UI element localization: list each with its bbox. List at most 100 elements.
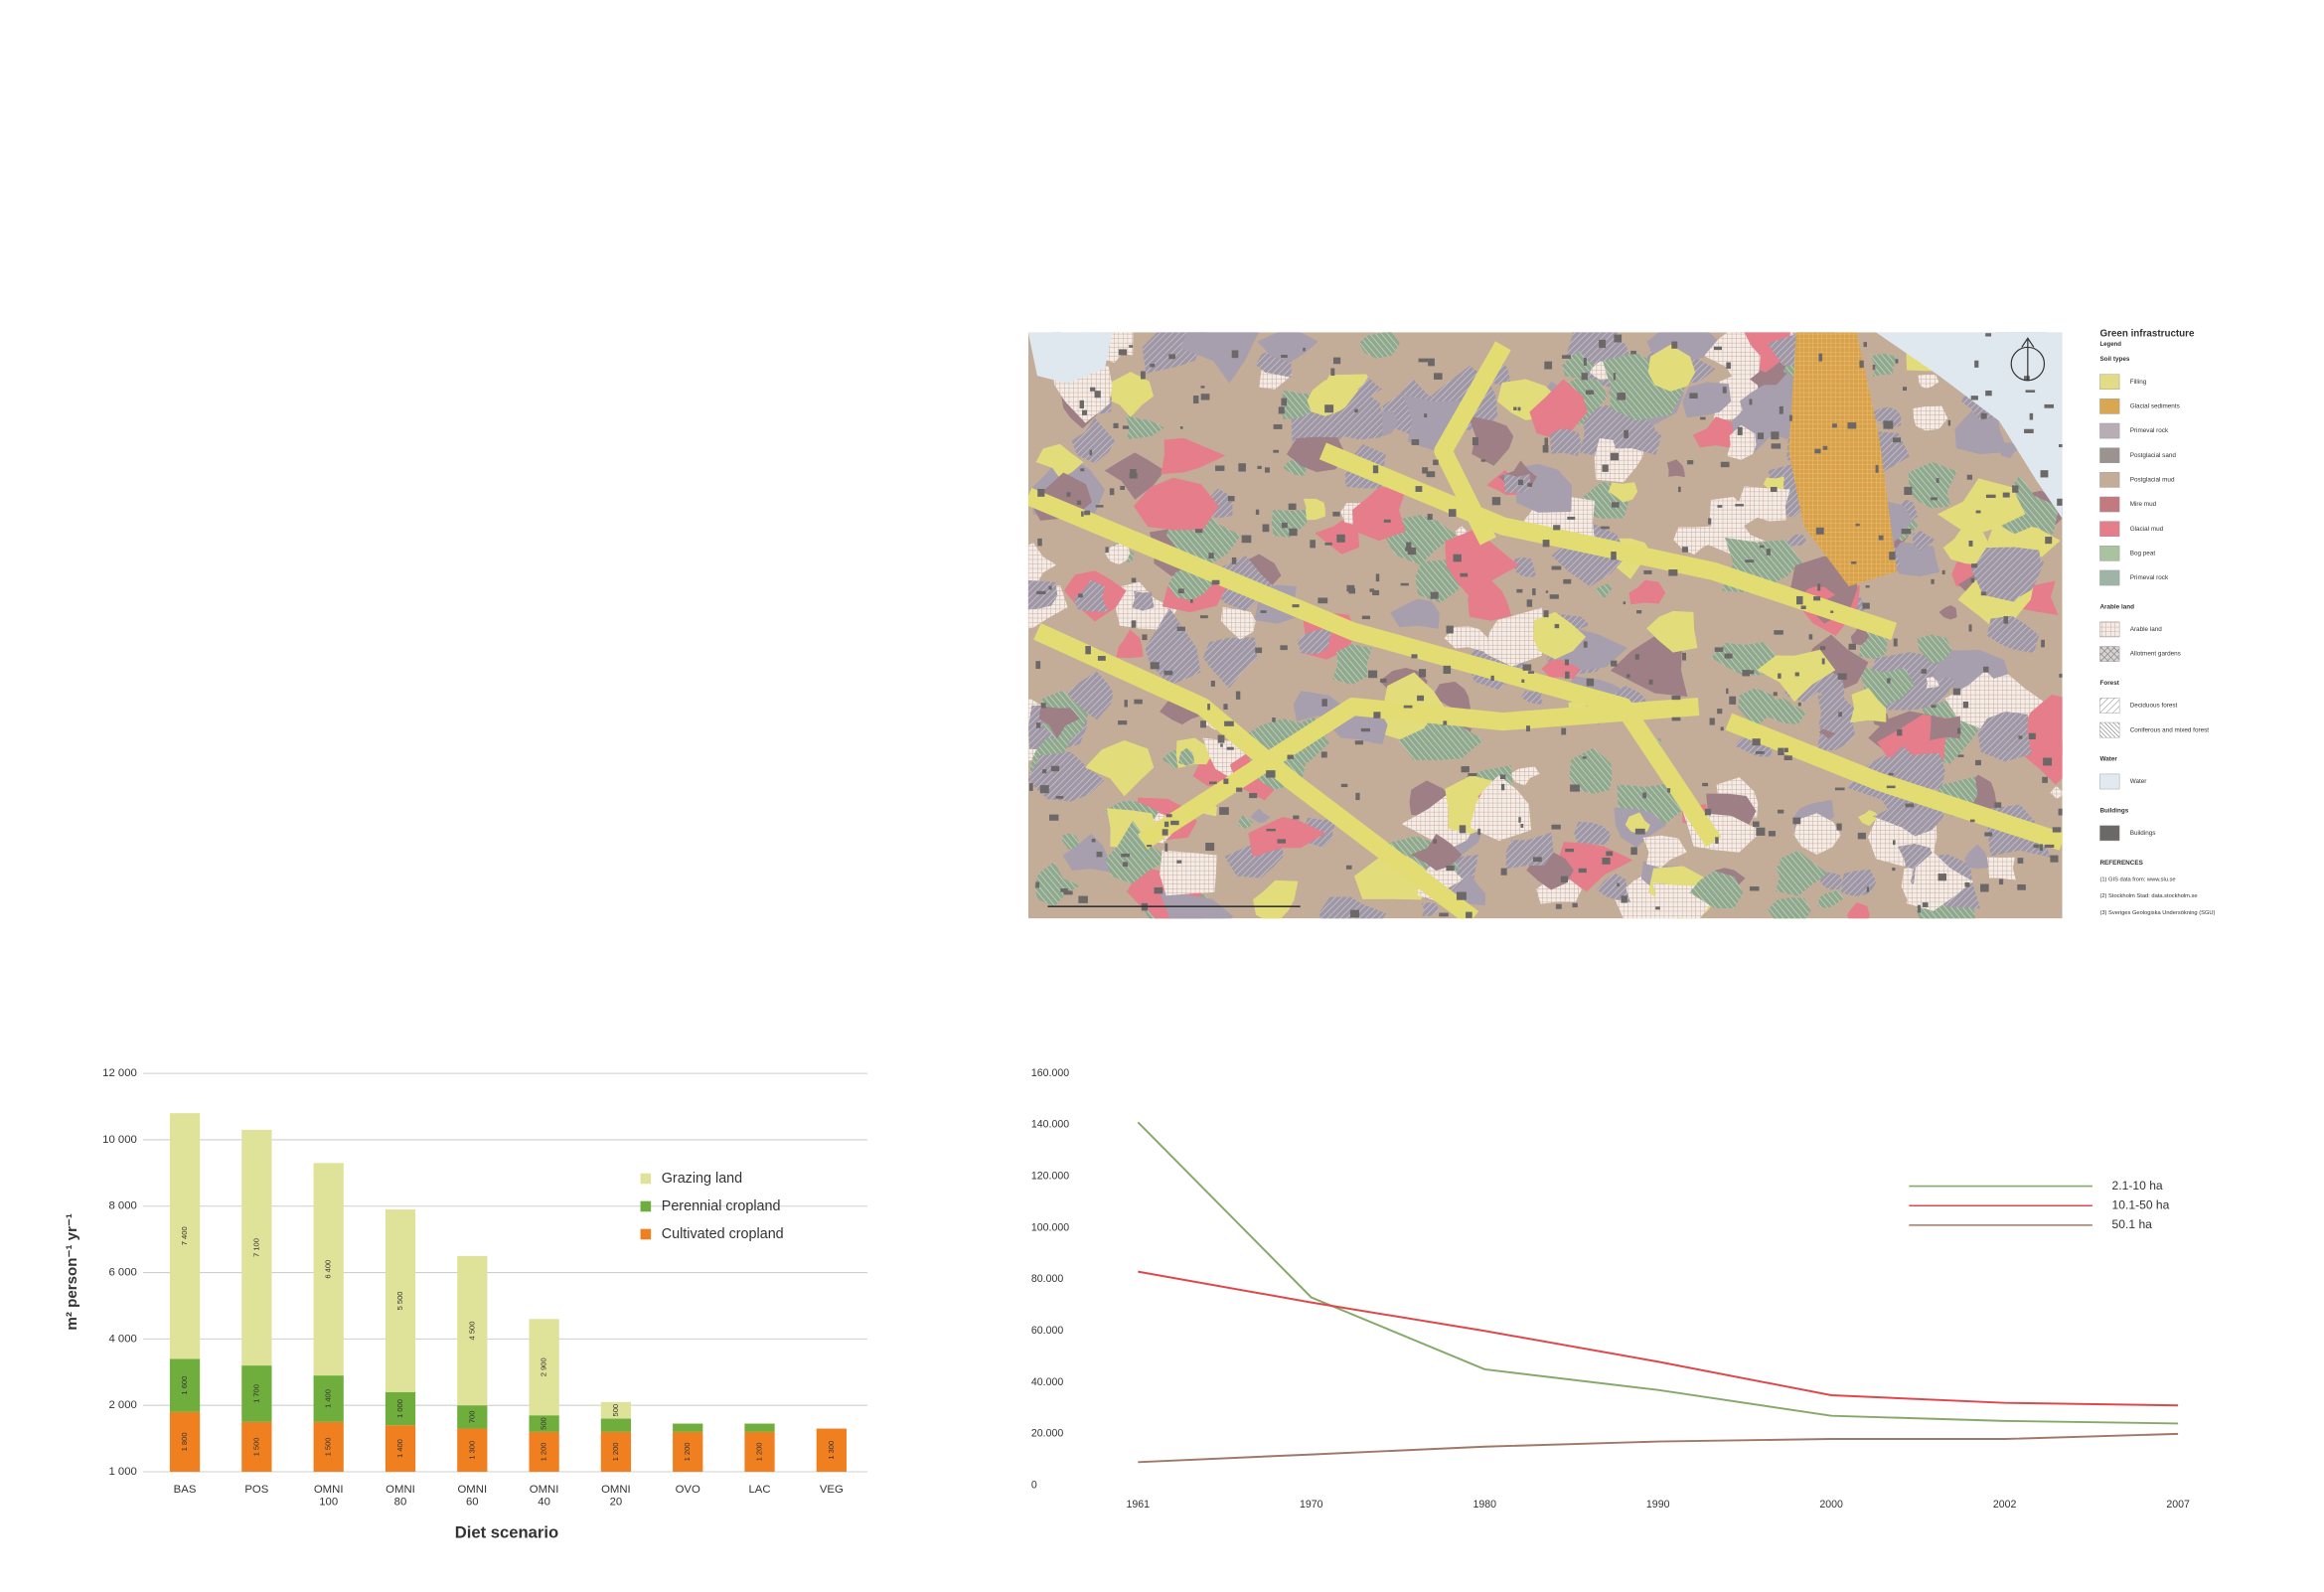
bar-segment bbox=[529, 1415, 559, 1432]
map-building bbox=[1227, 496, 1235, 502]
map-area bbox=[1529, 379, 1588, 441]
map-building bbox=[2039, 844, 2043, 852]
x-tick-label: 2002 bbox=[1993, 1499, 2017, 1511]
map-building bbox=[1096, 851, 1103, 858]
bar-value-label: 700 bbox=[467, 1411, 476, 1424]
map-area bbox=[1503, 473, 1531, 494]
references-heading: REFERENCES bbox=[2099, 860, 2142, 867]
map-building bbox=[1400, 582, 1409, 586]
map-building bbox=[1851, 561, 1857, 564]
map-building bbox=[1783, 747, 1788, 752]
map-legend: Green infrastructure Legend Soil types Fi… bbox=[2099, 328, 2216, 916]
map-building bbox=[1526, 725, 1530, 732]
legend-label: Primeval rock bbox=[2130, 427, 2169, 434]
map-building bbox=[1611, 660, 1618, 667]
map-building bbox=[1066, 492, 1071, 497]
legend-swatch bbox=[2099, 698, 2120, 714]
map-building bbox=[2002, 492, 2010, 498]
map-area bbox=[1628, 579, 1666, 605]
legend-heading: Arable land bbox=[2099, 603, 2134, 610]
map-area bbox=[1569, 747, 1613, 794]
map-building bbox=[1783, 755, 1792, 760]
map-building bbox=[1350, 909, 1359, 918]
map-building bbox=[1859, 360, 1864, 369]
bar-value-label: 6 400 bbox=[324, 1260, 333, 1279]
bar-segment bbox=[385, 1391, 416, 1426]
bar-value-label: 1 200 bbox=[755, 1442, 764, 1461]
map-area bbox=[1918, 374, 1939, 389]
map-area bbox=[1776, 850, 1828, 896]
legend-swatch bbox=[2099, 496, 2120, 513]
bar-segment bbox=[673, 1423, 703, 1432]
map-area bbox=[1608, 482, 1638, 503]
map-building bbox=[1687, 460, 1694, 465]
legend-swatch bbox=[640, 1200, 652, 1212]
map-building bbox=[1035, 661, 1041, 670]
map-area bbox=[1271, 509, 1308, 538]
bar-value-label: 500 bbox=[540, 1417, 548, 1430]
x-tick-label-box: OVO bbox=[676, 1484, 700, 1495]
legend-swatch bbox=[2099, 721, 2120, 738]
bar-segment bbox=[169, 1358, 201, 1412]
map-area bbox=[1917, 634, 1952, 665]
map-building bbox=[1131, 620, 1137, 628]
map-building bbox=[1855, 523, 1860, 527]
y-tick-label: 2 000 bbox=[108, 1399, 136, 1411]
map-building bbox=[2059, 674, 2063, 678]
map-building bbox=[1901, 529, 1912, 535]
bar-value-label: 1 500 bbox=[324, 1437, 333, 1456]
bar-segment bbox=[457, 1428, 488, 1472]
map-building bbox=[1611, 502, 1620, 508]
map-building bbox=[1461, 766, 1470, 773]
map-area bbox=[1307, 380, 1347, 416]
map-building bbox=[1078, 895, 1088, 903]
map-building bbox=[2041, 639, 2045, 648]
map-building bbox=[1814, 448, 1821, 454]
x-tick-label: 2007 bbox=[2166, 1499, 2190, 1511]
map-building bbox=[1163, 821, 1169, 828]
line-series bbox=[1138, 1270, 2179, 1407]
map-building bbox=[1700, 416, 1706, 420]
bar-value-label: 1 000 bbox=[395, 1399, 404, 1418]
map-building bbox=[1281, 355, 1288, 359]
map-building bbox=[1749, 886, 1760, 891]
map-building bbox=[1819, 646, 1826, 651]
x-tick-label: OMNI 40 bbox=[529, 1484, 559, 1509]
map-building bbox=[1424, 413, 1428, 418]
map-building bbox=[1433, 839, 1438, 844]
map-building bbox=[1090, 387, 1096, 392]
map-building bbox=[1036, 590, 1046, 594]
map-building bbox=[1080, 468, 1085, 472]
bar-segment bbox=[385, 1425, 416, 1472]
map-area bbox=[1906, 852, 1974, 911]
map-building bbox=[1983, 666, 1989, 673]
map-building bbox=[1303, 347, 1306, 352]
map-building bbox=[1921, 669, 1927, 674]
map-building bbox=[1287, 754, 1294, 759]
map-area bbox=[1248, 817, 1325, 858]
map-building bbox=[1417, 695, 1425, 702]
map-building bbox=[1459, 825, 1467, 834]
map-building bbox=[1542, 540, 1550, 548]
legend-label: 10.1-50 ha bbox=[2112, 1197, 2170, 1211]
map-building bbox=[1131, 577, 1137, 583]
map-area bbox=[1858, 810, 1880, 827]
map-area bbox=[1332, 644, 1372, 686]
legend-label: Postglacial mud bbox=[2130, 477, 2175, 484]
map-building bbox=[1037, 488, 1045, 497]
map-area bbox=[1301, 498, 1325, 521]
map-area bbox=[1178, 747, 1195, 766]
map-building bbox=[1277, 839, 1286, 844]
map-building bbox=[1039, 785, 1049, 794]
map-building bbox=[1749, 398, 1753, 405]
map-building bbox=[1439, 912, 1449, 917]
map-building bbox=[1123, 862, 1129, 868]
y-tick-label: 4 000 bbox=[108, 1333, 136, 1345]
map-building bbox=[1545, 590, 1549, 593]
map-building bbox=[1448, 509, 1457, 517]
map-area bbox=[1038, 706, 1080, 739]
map-area bbox=[1870, 353, 1898, 377]
map-building bbox=[1964, 881, 1970, 887]
map-building bbox=[1091, 838, 1096, 843]
